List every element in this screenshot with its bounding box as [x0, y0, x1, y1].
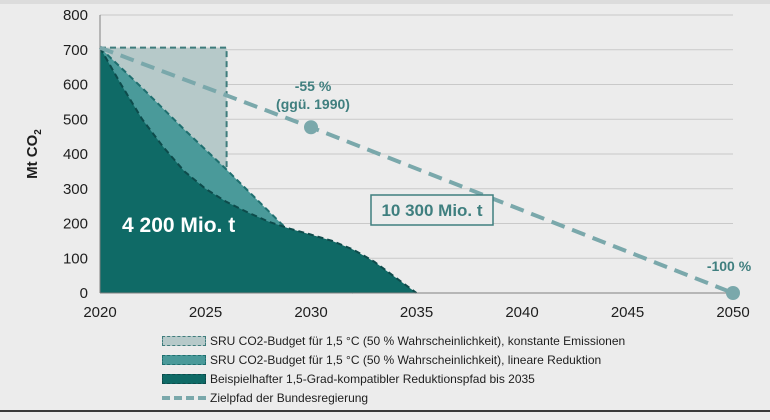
x-tick-label-2045: 2045: [611, 304, 644, 321]
y-tick-label-500: 500: [63, 111, 88, 128]
y-tick-label-0: 0: [80, 285, 88, 302]
top-rule: [0, 0, 770, 4]
label-budget-small: 4 200 Mio. t: [122, 214, 235, 237]
legend: SRU CO2-Budget für 1,5 °C (50 % Wahrsche…: [162, 331, 625, 407]
legend-label-constant: SRU CO2-Budget für 1,5 °C (50 % Wahrsche…: [210, 333, 626, 348]
marker-2050: [726, 286, 740, 300]
y-tick-label-100: 100: [63, 250, 88, 267]
x-tick-label-2030: 2030: [294, 304, 327, 321]
legend-item-example-path: Beispielhafter 1,5-Grad-kompatibler Redu…: [162, 369, 625, 388]
legend-swatch-linear: [162, 354, 206, 365]
legend-swatch-example-path: [162, 373, 206, 384]
y-tick-label-200: 200: [63, 216, 88, 233]
x-tick-label-2040: 2040: [505, 304, 538, 321]
x-tick-label-2020: 2020: [83, 304, 116, 321]
annotation-2030-percent: -55 %: [295, 78, 332, 94]
y-tick-label-800: 800: [63, 7, 88, 24]
x-tick-label-2025: 2025: [189, 304, 222, 321]
legend-item-linear: SRU CO2-Budget für 1,5 °C (50 % Wahrsche…: [162, 350, 625, 369]
area-example-path-outline: [99, 47, 418, 294]
legend-swatch-constant: [162, 335, 206, 346]
legend-label-linear: SRU CO2-Budget für 1,5 °C (50 % Wahrsche…: [210, 352, 602, 367]
bottom-rule: [0, 410, 770, 412]
label-budget-large: 10 300 Mio. t: [381, 201, 482, 220]
x-tick-label-2050: 2050: [716, 304, 749, 321]
y-tick-label-400: 400: [63, 146, 88, 163]
legend-swatch-target-path: [162, 395, 206, 400]
y-tick-label-300: 300: [63, 181, 88, 198]
area-example-path: [100, 47, 417, 293]
y-tick-label-600: 600: [63, 77, 88, 94]
y-axis-title: Mt CO2: [24, 129, 44, 179]
x-tick-label-2035: 2035: [400, 304, 433, 321]
annotation-2030-reference: (ggü. 1990): [276, 96, 350, 112]
legend-item-target-path: Zielpfad der Bundesregierung: [162, 388, 625, 407]
legend-item-constant: SRU CO2-Budget für 1,5 °C (50 % Wahrsche…: [162, 331, 625, 350]
legend-label-example-path: Beispielhafter 1,5-Grad-kompatibler Redu…: [210, 371, 535, 386]
y-tick-label-700: 700: [63, 42, 88, 59]
label-budget-large-box: [370, 194, 494, 226]
marker-2030: [304, 120, 318, 135]
legend-label-target-path: Zielpfad der Bundesregierung: [210, 390, 369, 405]
annotation-2050-percent: -100 %: [707, 258, 752, 274]
chart: 0 100 200 300 400 500 600 700 800 2020 2025 2030 203…: [24, 7, 752, 321]
